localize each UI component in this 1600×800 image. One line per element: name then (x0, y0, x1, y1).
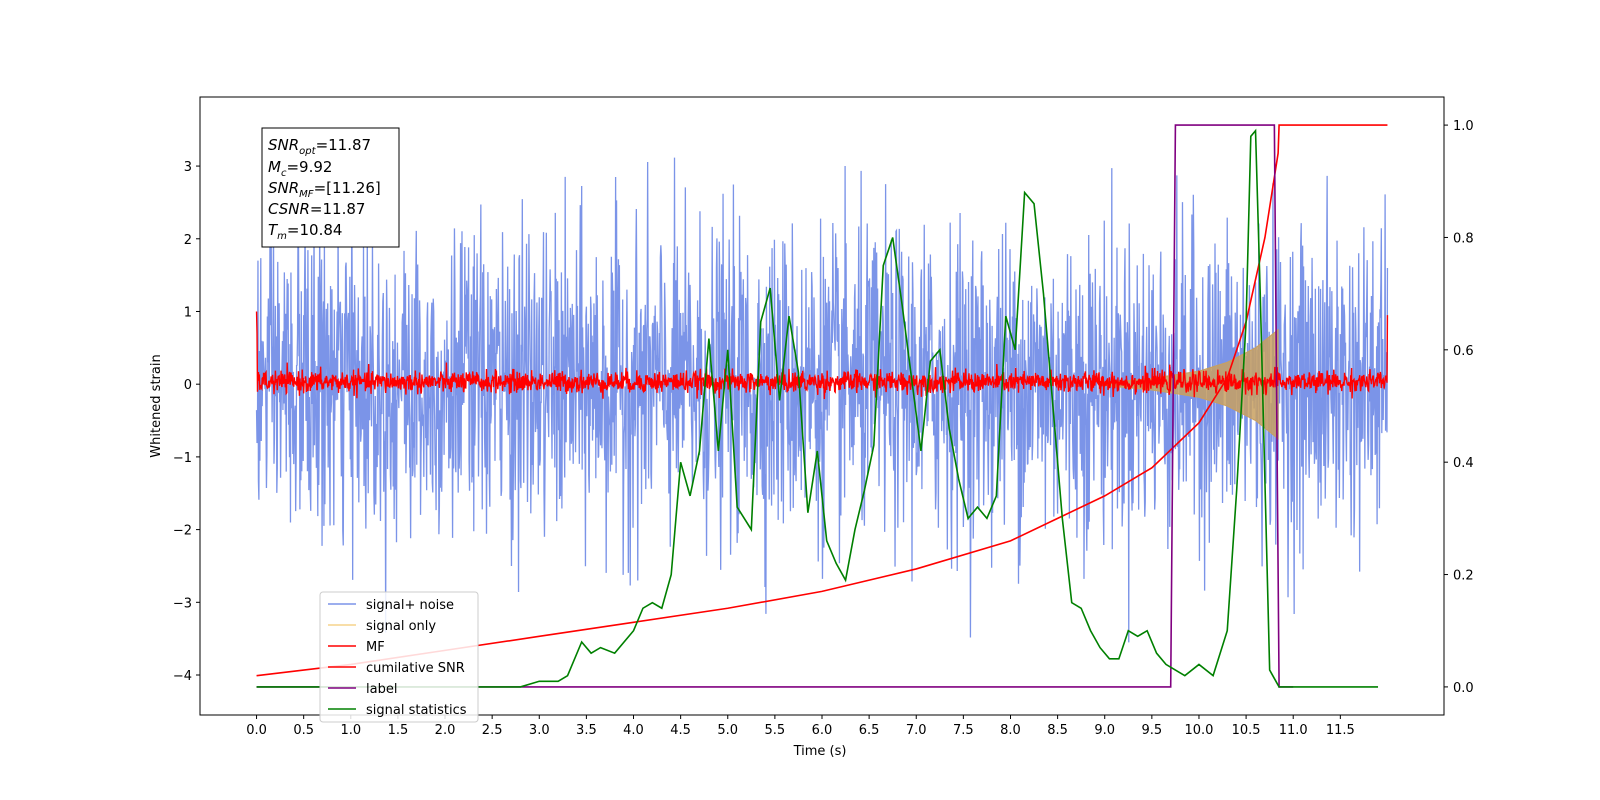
y-right-tick-label: 0.4 (1453, 456, 1474, 471)
y-left-tick-label: −2 (173, 524, 192, 539)
x-axis-ticks: 0.0 0.5 1.0 1.5 2.0 2.5 3.0 3.5 4.0 4.5 5.0 5.5 6.0 6… (246, 715, 1355, 738)
x-tick-label: 3.5 (576, 723, 597, 738)
x-tick-label: 6.5 (859, 723, 880, 738)
annotation-snr-opt: SNRopt=11.87 (268, 136, 371, 157)
x-tick-label: 11.0 (1279, 723, 1308, 738)
annotation-box: SNRopt=11.87 Mc=9.92 SNRMF=[11.26] CSNR=… (261, 127, 400, 248)
y-axis-label: Whitened strain (149, 354, 164, 457)
x-tick-label: 3.0 (529, 723, 550, 738)
legend-label-label: label (366, 682, 397, 697)
legend-label-cumulative-snr: cumilative SNR (366, 661, 465, 676)
series-cumulative-snr (256, 124, 1388, 677)
x-tick-label: 5.0 (717, 723, 738, 738)
x-tick-label: 6.0 (812, 723, 833, 738)
x-tick-label: 1.5 (388, 723, 409, 738)
y-left-tick-label: 2 (184, 233, 192, 248)
x-tick-label: 9.0 (1094, 723, 1115, 738)
y-left-tick-label: 0 (184, 378, 192, 393)
x-tick-label: 9.5 (1142, 723, 1163, 738)
series-signal-statistics (256, 128, 1379, 688)
legend-label-signal-only: signal only (366, 619, 436, 634)
legend-label-signal-noise: signal+ noise (366, 598, 454, 613)
x-tick-label: 10.0 (1184, 723, 1213, 738)
y-right-tick-label: 0.6 (1453, 344, 1474, 359)
legend-frame (319, 591, 479, 723)
legend-label-mf: MF (366, 640, 385, 655)
y-left-tick-label: 3 (184, 160, 192, 175)
x-tick-label: 1.0 (340, 723, 361, 738)
x-tick-label: 0.5 (293, 723, 314, 738)
legend: signal+ noise signal only MF cumilative … (319, 591, 479, 723)
series-signal-noise (255, 156, 1389, 643)
x-tick-label: 7.5 (953, 723, 974, 738)
x-tick-label: 7.0 (906, 723, 927, 738)
x-axis-label: Time (s) (793, 744, 847, 759)
x-tick-label: 8.5 (1047, 723, 1068, 738)
y-right-tick-label: 0.8 (1453, 231, 1474, 246)
x-tick-label: 5.5 (765, 723, 786, 738)
y-right-tick-label: 0.2 (1453, 569, 1474, 584)
legend-label-signal-statistics: signal statistics (366, 703, 467, 718)
annotation-mc: Mc=9.92 (268, 158, 332, 179)
annotation-tm: Tm=10.84 (268, 221, 342, 242)
x-tick-label: 2.5 (482, 723, 503, 738)
x-tick-label: 8.0 (1000, 723, 1021, 738)
y-left-tick-label: 1 (184, 305, 192, 320)
x-tick-label: 10.5 (1232, 723, 1261, 738)
x-tick-label: 4.5 (670, 723, 691, 738)
y-right-tick-label: 0.0 (1453, 681, 1474, 696)
y-left-tick-label: −3 (173, 596, 192, 611)
y-right-tick-label: 1.0 (1453, 119, 1474, 134)
y-axis-right-ticks: 1.0 0.8 0.6 0.4 0.2 0.0 (1444, 119, 1474, 696)
series-mf (255, 311, 1389, 400)
x-tick-label: 2.0 (435, 723, 456, 738)
y-axis-left-ticks: 3 2 1 0 −1 −2 −3 −4 (173, 160, 200, 684)
y-left-tick-label: −4 (173, 669, 192, 684)
x-tick-label: 0.0 (246, 723, 267, 738)
annotation-snr-mf: SNRMF=[11.26] (268, 179, 381, 200)
annotation-frame (261, 127, 400, 248)
x-tick-label: 4.0 (623, 723, 644, 738)
annotation-csnr: CSNR=11.87 (268, 200, 365, 218)
series-layer (255, 124, 1389, 688)
y-left-tick-label: −1 (173, 451, 192, 466)
x-tick-label: 11.5 (1326, 723, 1355, 738)
